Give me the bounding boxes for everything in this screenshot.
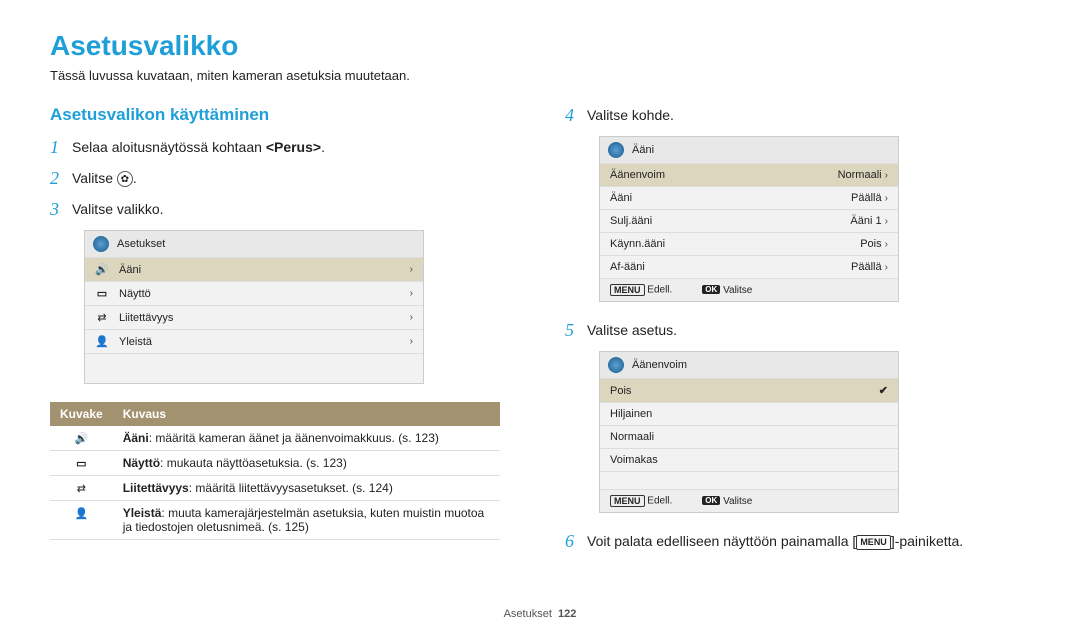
step-text: Valitse asetus. <box>587 320 677 341</box>
menu-row[interactable]: Hiljainen <box>600 402 898 425</box>
menu-footer: MENU Edell. OK Valitse <box>600 278 898 301</box>
person-icon <box>75 506 89 520</box>
menu-header: Ääni <box>600 137 898 163</box>
page-footer: Asetukset 122 <box>0 608 1080 620</box>
step-2: 2 Valitse ✿. <box>50 168 515 189</box>
menu-spacer <box>600 471 898 489</box>
table-row: Näyttö: mukauta näyttöasetuksia. (s. 123… <box>50 451 500 476</box>
step-number: 3 <box>50 199 72 220</box>
speaker-icon <box>75 431 89 445</box>
chevron-right-icon: › <box>885 216 888 227</box>
left-column: Asetusvalikon käyttäminen 1 Selaa aloitu… <box>50 105 515 562</box>
step-text: Selaa aloitusnäytössä kohtaan <Perus>. <box>72 137 325 158</box>
menu-row-display[interactable]: Näyttö › <box>85 281 423 305</box>
chevron-right-icon: › <box>410 288 413 299</box>
menu-header-label: Äänenvoim <box>632 359 687 371</box>
step-5: 5 Valitse asetus. <box>565 320 1030 341</box>
menu-row-sound[interactable]: Ääni › <box>85 257 423 281</box>
menu-row-connectivity[interactable]: Liitettävyys › <box>85 305 423 329</box>
page-subtitle: Tässä luvussa kuvataan, miten kameran as… <box>50 68 1030 83</box>
display-icon <box>76 456 86 470</box>
icon-description-table: Kuvake Kuvaus Ääni: määritä kameran ääne… <box>50 402 500 540</box>
menu-header-label: Ääni <box>632 144 654 156</box>
table-row: Liitettävyys: määritä liitettävyysasetuk… <box>50 476 500 501</box>
menu-spacer <box>85 353 423 383</box>
menu-row[interactable]: ÄänenvoimNormaali › <box>600 163 898 186</box>
desc-cell: Näyttö: mukauta näyttöasetuksia. (s. 123… <box>113 451 500 476</box>
person-icon <box>95 335 109 348</box>
menu-header-label: Asetukset <box>117 238 165 250</box>
connectivity-icon <box>95 311 109 324</box>
right-column: 4 Valitse kohde. Ääni ÄänenvoimNormaali … <box>565 105 1030 562</box>
camera-menu-settings: Asetukset Ääni › Näyttö › Liitettävyys ›… <box>84 230 424 384</box>
step-3: 3 Valitse valikko. <box>50 199 515 220</box>
step-text: Valitse valikko. <box>72 199 164 220</box>
desc-cell: Yleistä: muuta kamerajärjestelmän asetuk… <box>113 501 500 540</box>
camera-menu-sound: Ääni ÄänenvoimNormaali › ÄäniPäällä › Su… <box>599 136 899 302</box>
step-text: Valitse ✿. <box>72 168 137 189</box>
connectivity-icon <box>77 481 86 495</box>
camera-menu-volume: Äänenvoim Pois✔ Hiljainen Normaali Voima… <box>599 351 899 513</box>
menu-row[interactable]: Käynn.ääniPois › <box>600 232 898 255</box>
step-number: 1 <box>50 137 72 158</box>
chevron-right-icon: › <box>410 264 413 275</box>
menu-key-icon: MENU <box>610 495 645 507</box>
chevron-right-icon: › <box>885 170 888 181</box>
menu-row[interactable]: Pois✔ <box>600 378 898 402</box>
page-title: Asetusvalikko <box>50 30 1030 62</box>
gear-icon: ✿ <box>117 171 133 187</box>
check-icon: ✔ <box>879 384 888 397</box>
ok-key-icon: OK <box>702 496 720 505</box>
step-6: 6 Voit palata edelliseen näyttöön painam… <box>565 531 1030 552</box>
chevron-right-icon: › <box>410 312 413 323</box>
menu-row[interactable]: Normaali <box>600 425 898 448</box>
chevron-right-icon: › <box>885 239 888 250</box>
chevron-right-icon: › <box>410 336 413 347</box>
menu-row[interactable]: ÄäniPäällä › <box>600 186 898 209</box>
camera-lens-icon <box>608 357 624 373</box>
table-header-desc: Kuvaus <box>113 402 500 426</box>
table-row: Yleistä: muuta kamerajärjestelmän asetuk… <box>50 501 500 540</box>
menu-row-general[interactable]: Yleistä › <box>85 329 423 353</box>
step-text: Valitse kohde. <box>587 105 674 126</box>
menu-header: Asetukset <box>85 231 423 257</box>
display-icon <box>95 287 109 300</box>
camera-lens-icon <box>93 236 109 252</box>
menu-header: Äänenvoim <box>600 352 898 378</box>
step-number: 5 <box>565 320 587 341</box>
step-number: 6 <box>565 531 587 552</box>
menu-row[interactable]: Sulj.ääniÄäni 1 › <box>600 209 898 232</box>
step-text: Voit palata edelliseen näyttöön painamal… <box>587 531 963 552</box>
table-header-icon: Kuvake <box>50 402 113 426</box>
step-4: 4 Valitse kohde. <box>565 105 1030 126</box>
menu-row[interactable]: Af-ääniPäällä › <box>600 255 898 278</box>
chevron-right-icon: › <box>885 262 888 273</box>
menu-footer: MENU Edell. OK Valitse <box>600 489 898 512</box>
menu-row[interactable]: Voimakas <box>600 448 898 471</box>
table-row: Ääni: määritä kameran äänet ja äänenvoim… <box>50 426 500 451</box>
menu-key-icon: MENU <box>856 535 891 551</box>
ok-key-icon: OK <box>702 285 720 294</box>
step-number: 4 <box>565 105 587 126</box>
step-1: 1 Selaa aloitusnäytössä kohtaan <Perus>. <box>50 137 515 158</box>
chevron-right-icon: › <box>885 193 888 204</box>
step-number: 2 <box>50 168 72 189</box>
desc-cell: Ääni: määritä kameran äänet ja äänenvoim… <box>113 426 500 451</box>
speaker-icon <box>95 263 109 276</box>
menu-key-icon: MENU <box>610 284 645 296</box>
camera-lens-icon <box>608 142 624 158</box>
section-heading: Asetusvalikon käyttäminen <box>50 105 515 125</box>
desc-cell: Liitettävyys: määritä liitettävyysasetuk… <box>113 476 500 501</box>
